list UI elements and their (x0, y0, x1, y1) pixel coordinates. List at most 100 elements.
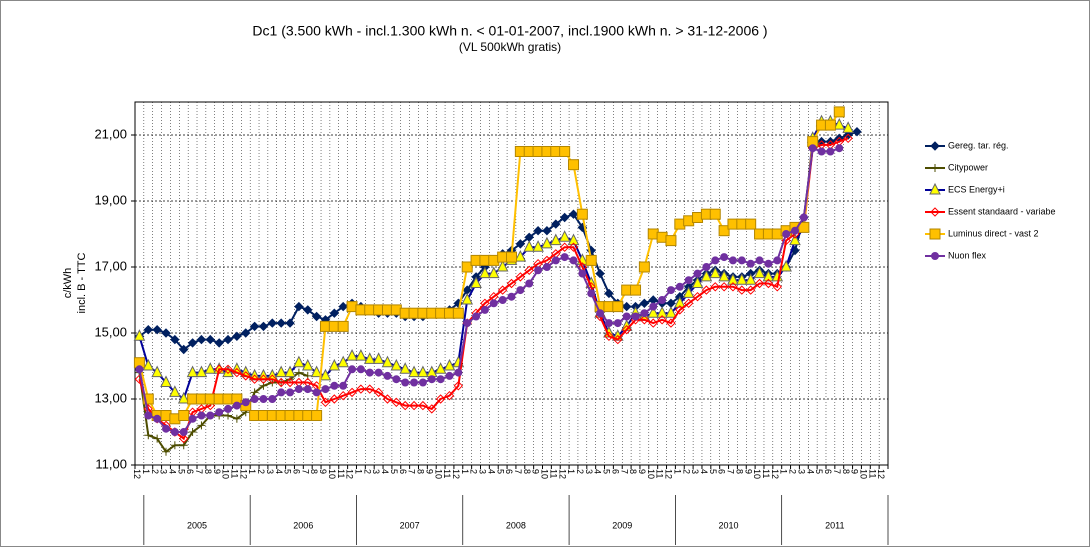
x-tick-label: 5 (495, 469, 505, 474)
point (568, 159, 580, 171)
point (842, 121, 854, 133)
x-tick-label: 6 (823, 469, 833, 474)
point (496, 259, 509, 272)
point (284, 365, 296, 378)
point (515, 239, 526, 249)
legend-marker (930, 141, 940, 151)
x-tick-label: 5 (814, 469, 824, 474)
legend-marker (929, 228, 941, 240)
x-tick-label: 6 (398, 469, 408, 474)
x-tick-label: 1 (247, 469, 257, 474)
point (533, 225, 543, 236)
point (682, 286, 695, 298)
y-tick-label: 15,00 (94, 324, 127, 339)
point (487, 266, 500, 279)
point (569, 256, 578, 265)
year-label: 2007 (400, 520, 420, 530)
point (408, 365, 420, 378)
point (320, 397, 331, 408)
point (312, 388, 321, 397)
point (578, 269, 587, 278)
point (524, 265, 534, 276)
year-label: 2008 (506, 520, 526, 530)
point (675, 305, 685, 315)
point (133, 329, 146, 341)
point (162, 424, 171, 433)
x-tick-label: 1 (672, 469, 682, 474)
point (197, 411, 206, 420)
point (285, 377, 295, 388)
point (427, 375, 436, 384)
point (267, 374, 278, 384)
point (709, 208, 721, 220)
x-tick-label: 6 (504, 469, 514, 474)
point (559, 242, 570, 252)
point (215, 408, 224, 417)
point (427, 404, 437, 414)
x-tick-label: 5 (283, 469, 293, 474)
point (630, 284, 642, 296)
point (534, 266, 543, 275)
point (337, 320, 349, 332)
x-tick-label: 11 (761, 469, 771, 478)
year-label: 2010 (719, 520, 739, 530)
x-tick-label: 2 (469, 469, 479, 474)
point (737, 285, 747, 295)
point (179, 344, 189, 355)
point (223, 334, 233, 345)
legend-label: Essent standaard - variabe (948, 206, 1056, 216)
point (567, 233, 580, 246)
point (604, 288, 614, 299)
point (675, 282, 684, 291)
point (702, 263, 711, 271)
point (356, 365, 365, 374)
x-tick-label: 9 (212, 469, 222, 474)
point (268, 395, 277, 403)
point (542, 225, 552, 236)
point (294, 301, 304, 312)
point (647, 306, 660, 318)
x-tick-label: 9 (637, 469, 647, 474)
point (443, 358, 456, 371)
point (187, 338, 198, 348)
point (267, 318, 278, 328)
plot-border (134, 101, 889, 466)
point (381, 355, 394, 368)
point (658, 296, 667, 304)
x-tick-label: 8 (841, 469, 851, 474)
point (418, 378, 427, 387)
point (410, 378, 419, 387)
point (329, 394, 340, 404)
x-tick-label: 10 (327, 469, 337, 479)
y-tick-label: 13,00 (94, 390, 127, 405)
x-tick-label: 4 (167, 469, 177, 474)
point (506, 251, 517, 263)
point (258, 374, 269, 384)
point (188, 428, 197, 436)
point (835, 144, 844, 153)
point (648, 318, 658, 328)
point (773, 256, 782, 265)
point (463, 319, 472, 328)
point (691, 276, 704, 288)
point (222, 365, 234, 378)
point (559, 146, 571, 157)
point (558, 230, 571, 242)
x-tick-label: 9 (318, 469, 328, 474)
point (559, 212, 570, 223)
point (356, 384, 366, 394)
point (497, 285, 508, 295)
point (665, 235, 677, 247)
point (223, 364, 233, 375)
chart-subtitle: (VL 500kWh gratis) (459, 40, 561, 54)
x-tick-label: 6 (292, 469, 302, 474)
x-tick-label: 3 (265, 469, 275, 474)
x-tick-label: 8 (734, 469, 744, 474)
x-tick-label: 2 (362, 469, 372, 474)
point (479, 266, 491, 279)
point (612, 301, 624, 313)
point (745, 285, 756, 295)
x-tick-label: 3 (371, 469, 381, 474)
point (798, 221, 810, 233)
point (780, 259, 792, 272)
